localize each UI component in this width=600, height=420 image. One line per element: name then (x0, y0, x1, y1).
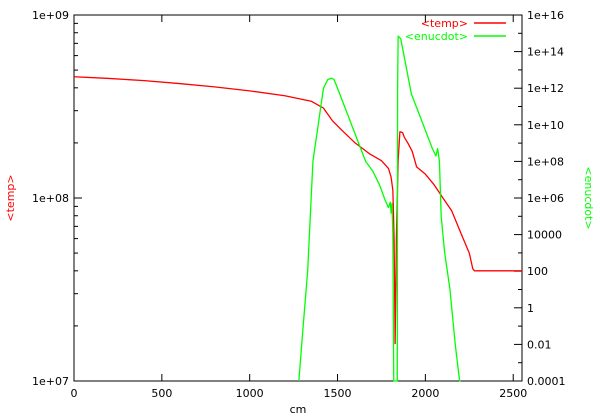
y-right-tick-label: 1e+08 (527, 155, 564, 168)
x-axis-title: cm (290, 403, 307, 416)
x-tick-label: 1500 (324, 387, 352, 400)
y-right-tick-label: 1 (527, 302, 534, 315)
y-left-tick-label: 1e+07 (32, 375, 69, 388)
y-left-tick-label: 1e+08 (32, 192, 69, 205)
x-tick-label: 1000 (236, 387, 264, 400)
y-left-tick-label: 1e+09 (32, 9, 69, 22)
x-tick-label: 2000 (411, 387, 439, 400)
y-right-tick-label: 0.01 (527, 338, 552, 351)
series-layer (73, 35, 522, 382)
y-right-tick-label: 10000 (527, 229, 562, 242)
x-tick-label: 2500 (499, 387, 527, 400)
legend: <temp> <enucdot> (405, 17, 506, 43)
y-right-tick-label: 1e+06 (527, 192, 564, 205)
legend-label-enucdot: <enucdot> (405, 30, 468, 43)
y-ticks-left: 1e+07 1e+08 1e+09 (32, 9, 82, 388)
series-line-temp (73, 76, 522, 345)
y-right-tick-label: 1e+12 (527, 82, 564, 95)
legend-label-temp: <temp> (421, 17, 468, 30)
y-right-tick-label: 1e+16 (527, 9, 564, 22)
x-tick-label: 0 (71, 387, 78, 400)
y-right-tick-label: 1e+14 (527, 46, 564, 59)
y-right-tick-label: 0.0001 (527, 375, 566, 388)
plot-frame (73, 14, 523, 382)
y-axis-title-right: <enucdot> (582, 166, 595, 229)
y-right-tick-label: 1e+10 (527, 119, 564, 132)
y-ticks-right: 0.0001 0.01 1 100 10000 1e+06 1e+08 1e+10 1e+12 1… (514, 9, 566, 388)
y-right-tick-label: 100 (527, 265, 548, 278)
y-axis-title-left: <temp> (4, 174, 17, 221)
x-ticks: 0 500 1000 1500 2000 2500 (71, 15, 527, 400)
x-tick-label: 500 (151, 387, 172, 400)
plot-area (73, 14, 523, 382)
series-line-enucdot (298, 35, 461, 382)
